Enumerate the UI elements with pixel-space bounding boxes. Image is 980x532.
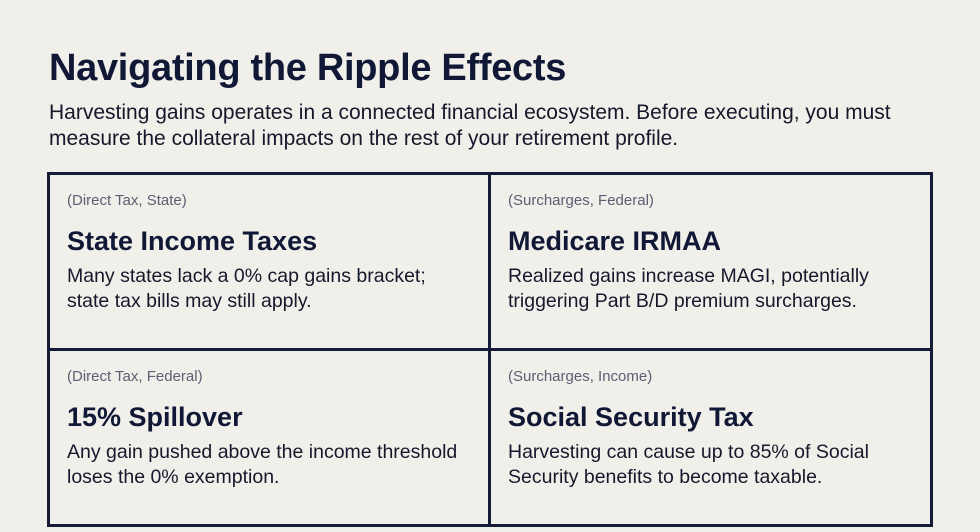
card-description: Harvesting can cause up to 85% of Social… <box>508 441 869 488</box>
card-heading: Social Security Tax <box>508 402 754 432</box>
page-title: Navigating the Ripple Effects <box>49 47 567 89</box>
card-description: Many states lack a 0% cap gains bracket;… <box>67 265 426 312</box>
card-15-percent-spillover: (Direct Tax, Federal) 15% Spillover Any … <box>50 351 491 524</box>
card-tag: (Direct Tax, State) <box>67 192 187 209</box>
card-state-income-taxes: (Direct Tax, State) State Income Taxes M… <box>50 175 491 351</box>
ripple-effects-grid: (Direct Tax, State) State Income Taxes M… <box>47 172 933 527</box>
card-tag: (Surcharges, Federal) <box>508 192 654 209</box>
card-description: Realized gains increase MAGI, potentiall… <box>508 265 869 312</box>
card-social-security-tax: (Surcharges, Income) Social Security Tax… <box>491 351 930 524</box>
card-medicare-irmaa: (Surcharges, Federal) Medicare IRMAA Rea… <box>491 175 930 351</box>
card-heading: Medicare IRMAA <box>508 226 722 256</box>
page-subtitle: Harvesting gains operates in a connected… <box>49 101 891 150</box>
card-heading: State Income Taxes <box>67 226 318 256</box>
card-heading: 15% Spillover <box>67 402 243 432</box>
card-tag: (Surcharges, Income) <box>508 368 653 385</box>
card-description: Any gain pushed above the income thresho… <box>67 441 458 488</box>
card-tag: (Direct Tax, Federal) <box>67 368 203 385</box>
